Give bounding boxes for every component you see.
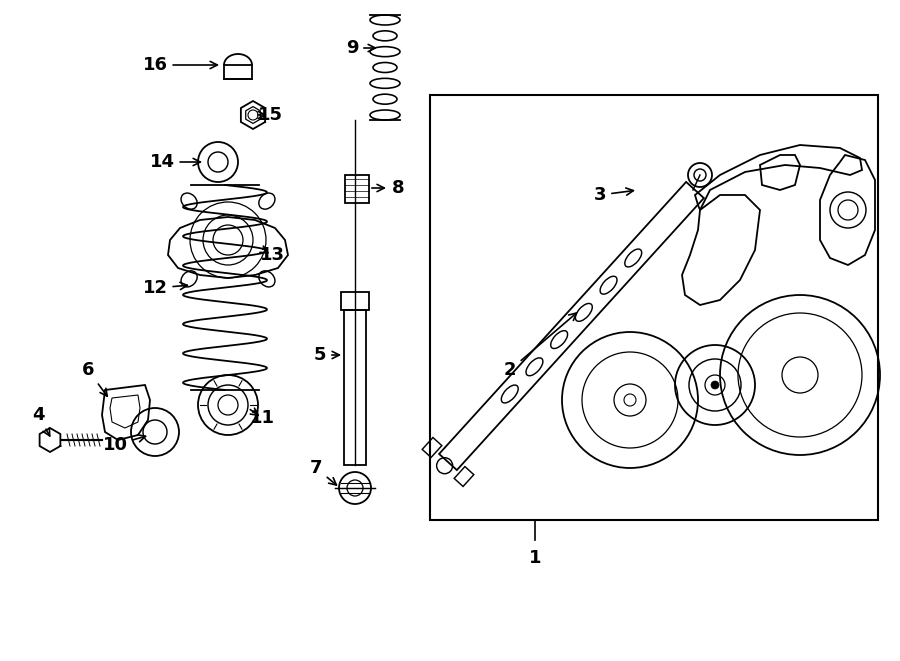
Text: 7: 7 — [310, 459, 337, 485]
Circle shape — [711, 381, 719, 389]
Text: 4: 4 — [32, 406, 50, 436]
Text: 16: 16 — [142, 56, 218, 74]
Bar — [344, 310, 366, 465]
Polygon shape — [40, 428, 60, 452]
Text: 14: 14 — [149, 153, 201, 171]
Text: 11: 11 — [249, 408, 274, 427]
Text: 13: 13 — [259, 246, 284, 264]
Text: 3: 3 — [594, 186, 634, 204]
Text: 6: 6 — [82, 361, 107, 396]
Text: 10: 10 — [103, 435, 146, 454]
Bar — [341, 292, 369, 310]
Text: 12: 12 — [142, 279, 187, 297]
Text: 15: 15 — [257, 106, 283, 124]
Bar — [430, 95, 878, 520]
Text: 9: 9 — [346, 39, 375, 57]
Text: 8: 8 — [372, 179, 404, 197]
Bar — [224, 65, 252, 79]
Bar — [345, 175, 369, 203]
Polygon shape — [241, 101, 266, 129]
Text: 2: 2 — [504, 313, 577, 379]
Text: 1: 1 — [529, 549, 541, 567]
Text: 5: 5 — [314, 346, 339, 364]
